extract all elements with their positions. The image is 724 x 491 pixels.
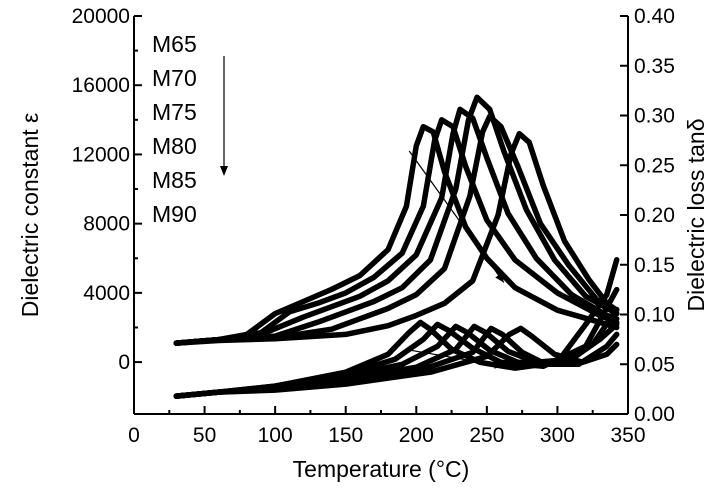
permittivity-curve-m85: [173, 113, 620, 346]
legend-entry-m80: M80: [152, 133, 197, 159]
legend: M65 M70 M75 M80 M85 M90: [152, 31, 228, 227]
right-y-tick-label: 0.30: [634, 105, 675, 128]
x-tick-label: 150: [328, 424, 363, 447]
right-y-tick-label: 0.10: [634, 304, 675, 327]
legend-entry-m65: M65: [152, 31, 197, 57]
legend-order-arrowhead: [220, 166, 228, 176]
x-tick-label: 0: [128, 424, 140, 447]
left-y-axis-title: Dielectric constant ε: [17, 113, 43, 318]
permittivity-curve-m65: [173, 123, 620, 346]
annotation-arrows: [404, 150, 505, 369]
legend-entry-m75: M75: [152, 99, 197, 125]
right-y-tick-label: 0.40: [634, 5, 675, 28]
x-tick-label: 50: [193, 424, 216, 447]
right-y-tick-label: 0.20: [634, 204, 675, 227]
right-y-tick-label: 0.05: [634, 353, 675, 376]
curves: [173, 94, 620, 399]
x-tick-label: 250: [469, 424, 504, 447]
x-tick-label: 200: [399, 424, 434, 447]
right-y-tick-label: 0.35: [634, 55, 675, 78]
legend-entry-m85: M85: [152, 167, 197, 193]
loss-trend-arrow: [404, 348, 504, 367]
legend-entry-m90: M90: [152, 201, 197, 227]
permittivity-trend-arrow: [408, 150, 505, 283]
x-axis-title: Temperature (°C): [293, 456, 470, 482]
right-y-axis-title: Dielectric loss tanδ: [683, 118, 709, 311]
left-y-tick-label: 16000: [72, 74, 130, 97]
loss-curve-m90: [173, 325, 620, 399]
right-y-tick-label: 0.00: [634, 403, 675, 426]
x-tick-label: 350: [610, 424, 645, 447]
permittivity-curve-m90: [173, 130, 620, 346]
legend-entry-m70: M70: [152, 65, 197, 91]
left-y-tick-label: 8000: [83, 213, 130, 236]
left-y-tick-label: 20000: [72, 5, 130, 28]
loss-trend-arrow-head: [494, 360, 504, 369]
x-tick-label: 100: [258, 424, 293, 447]
permittivity-trend-arrow-head: [495, 272, 504, 283]
right-y-tick-label: 0.25: [634, 154, 675, 177]
x-tick-label: 300: [540, 424, 575, 447]
permittivity-curve-m75: [173, 106, 620, 346]
left-y-tick-label: 4000: [83, 282, 130, 305]
ticks: 0 50 100 150 200 250 300 350 0 4000 8000 12000 16000…: [72, 5, 675, 447]
left-y-tick-label: 12000: [72, 143, 130, 166]
left-y-tick-label: 0: [118, 351, 130, 374]
permittivity-curve-m80: [173, 94, 620, 346]
right-y-tick-label: 0.15: [634, 254, 675, 277]
permittivity-curve-m70: [173, 117, 620, 346]
